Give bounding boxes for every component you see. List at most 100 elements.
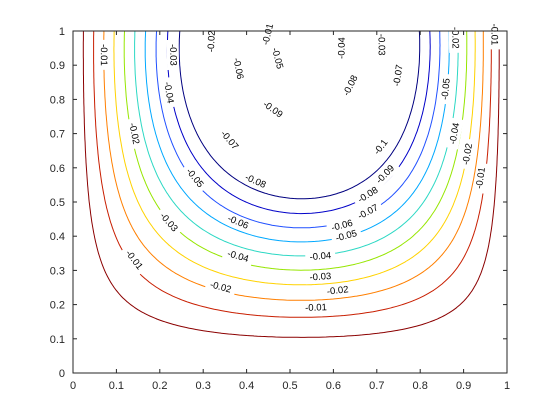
contour-label-backing	[322, 283, 354, 299]
contour-label-backing	[267, 42, 287, 75]
contour-label-backing	[330, 226, 363, 246]
contour-label-backing	[472, 162, 490, 194]
contour-label: -0.05	[267, 42, 287, 75]
contour-label-text: -0.07	[391, 64, 405, 87]
x-tick-label: 0.6	[326, 380, 341, 392]
contour-label: -0.05	[180, 162, 209, 194]
contour-label-text: -0.08	[243, 172, 267, 191]
contour-label-backing	[300, 301, 332, 315]
contour-label-text: -0.02	[209, 279, 233, 295]
contour-label: -0.02	[204, 277, 237, 298]
contour-label-backing	[390, 59, 407, 92]
y-tick-label: 0	[59, 368, 65, 380]
contour-label: -0.05	[438, 73, 454, 105]
contour-label-backing	[221, 211, 255, 234]
contour-label-backing	[338, 69, 363, 102]
contour-label: -0.02	[322, 283, 354, 299]
contour-label-text: -0.01	[260, 23, 276, 47]
y-tick-label: 0.6	[50, 163, 65, 175]
contour-label: -0.01	[258, 18, 278, 51]
x-tick-label: 0.3	[196, 380, 211, 392]
x-tick-label: 0.4	[239, 380, 254, 392]
contour-label: -0.03	[305, 270, 336, 285]
contour-label-backing	[119, 244, 148, 276]
x-tick-label: 0.9	[456, 380, 471, 392]
x-tick-label: 0.8	[413, 380, 428, 392]
contour-line--0.06	[134, 30, 459, 257]
y-tick-label: 0.9	[50, 60, 65, 72]
contour-label: -0.07	[214, 125, 244, 156]
contour-label-backing	[326, 216, 359, 236]
contour-label-text: -0.03	[375, 34, 386, 56]
contour-label: -0.04	[304, 249, 336, 264]
contour-label: -0.02	[205, 26, 219, 57]
contour-label: -0.04	[221, 246, 254, 267]
contour-label-text: -0.02	[449, 27, 460, 49]
contour-label: -0.08	[338, 69, 363, 102]
y-tick-label: 0.8	[50, 94, 65, 106]
contour-label: -0.07	[390, 59, 407, 92]
contour-label-backing	[258, 18, 278, 51]
contour-label-backing	[352, 199, 385, 225]
contour-lines	[82, 30, 500, 338]
contour-label: -0.09	[256, 96, 289, 124]
contour-line--0.1	[178, 30, 421, 200]
contour-labels: -0.01 -0.01 -0.01 -0.01 -0.01 -0.01 -0.02 -0.02…	[97, 18, 501, 315]
y-tick-label: 1	[59, 26, 65, 38]
contour-label: -0.03	[166, 39, 180, 71]
contour-label: -0.04	[160, 76, 177, 109]
y-tick-label: 0.2	[50, 300, 65, 312]
contour-label-backing	[446, 117, 464, 150]
contour-label: -0.01	[487, 19, 501, 50]
contour-label-text: -0.02	[326, 284, 349, 297]
contour-label-text: -0.04	[336, 37, 347, 59]
contour-label-backing	[374, 29, 388, 60]
contour-label-text: -0.02	[126, 122, 141, 145]
contour-label: -0.04	[335, 32, 349, 64]
contour-label-backing	[368, 133, 394, 161]
contour-line--0.03	[103, 30, 484, 301]
contour-label-backing	[352, 182, 385, 209]
contour-label-text: -0.05	[440, 78, 453, 101]
contour-line--0.04	[113, 30, 476, 286]
y-tick-label: 0.5	[50, 197, 65, 209]
contour-label-backing	[180, 162, 209, 194]
contour-line--0.01	[82, 30, 500, 338]
contour-label-text: -0.01	[98, 44, 109, 66]
contour-label-text: -0.08	[341, 74, 360, 98]
contour-label-backing	[160, 76, 177, 109]
x-tick-label: 0.7	[369, 380, 384, 392]
x-tick-label: 0	[70, 380, 76, 392]
x-tick-label: 0.2	[152, 380, 167, 392]
contour-label: -0.04	[446, 117, 464, 150]
contour-label: -0.02	[459, 138, 477, 170]
contour-label-text: -0.02	[461, 142, 476, 165]
contour-label-backing	[166, 39, 180, 71]
axis-ticks: 0 0.1 0.2 0.3 0.4 0.5 0.6 0.7 0.8 0.9 1 0 0.1 0.2 0.3 0…	[50, 26, 510, 392]
contour-label-backing	[305, 270, 336, 285]
contour-label-text: -0.04	[161, 81, 175, 104]
x-tick-label: 0.5	[282, 380, 297, 392]
x-tick-label: 1	[504, 380, 510, 392]
contour-label-text: -0.04	[309, 250, 332, 263]
contour-label-backing	[221, 246, 254, 267]
contour-label: -0.09	[370, 159, 401, 190]
contour-label-backing	[239, 169, 272, 194]
y-tick-label: 0.1	[50, 334, 65, 346]
y-tick-label: 0.4	[50, 231, 65, 243]
contour-label-backing	[125, 117, 143, 150]
contour-label-text: -0.01	[305, 302, 327, 314]
x-tick-label: 0.1	[109, 380, 124, 392]
contour-label-backing	[438, 73, 454, 105]
contour-label: -0.01	[119, 244, 148, 276]
contour-label-backing	[154, 207, 183, 238]
contour-label-backing	[335, 32, 349, 64]
contour-label: -0.03	[154, 207, 183, 238]
contour-label-text: -0.03	[309, 271, 331, 283]
contour-label-text: -0.05	[269, 47, 285, 71]
contour-label: -0.01	[97, 39, 110, 70]
contour-label-text: -0.06	[330, 218, 354, 234]
contour-label: -0.01	[472, 162, 490, 194]
contour-label-backing	[214, 125, 244, 156]
